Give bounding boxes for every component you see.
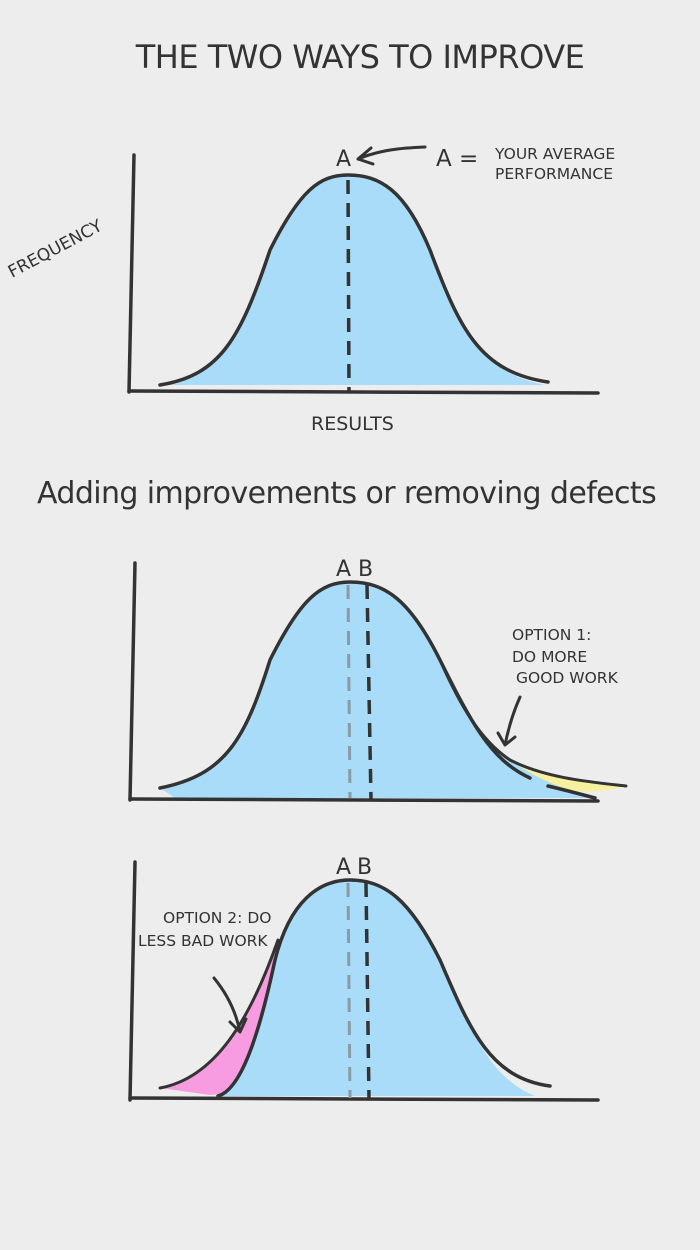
x-axis-label: RESULTS [311, 413, 394, 435]
option1-note-line-1: OPTION 1: [512, 626, 591, 644]
y-axis [127, 153, 136, 394]
y-axis-label: FREQUENCY [5, 216, 106, 283]
y-axis [128, 860, 137, 1102]
x-axis [127, 389, 600, 395]
option2-bell-curve-diagram: A B OPTION 2: DO LESS BAD WORK [128, 855, 600, 1102]
bell-curve-outline [158, 580, 532, 790]
top-bell-curve-diagram: A A = YOUR AVERAGE PERFORMANCE FREQUENCY… [5, 145, 615, 435]
bell-curve-fill [160, 582, 595, 798]
arrow-to-a-icon [356, 145, 427, 166]
option1-note-line-2: DO MORE [512, 648, 587, 666]
marker-a: A [336, 557, 351, 582]
bell-curve-fill [160, 175, 545, 385]
legend-line-2: PERFORMANCE [495, 165, 613, 183]
mean-dashed-line-a [346, 882, 352, 1099]
x-axis [128, 797, 600, 803]
mean-dashed-line-b [364, 882, 371, 1101]
y-axis [128, 561, 137, 802]
marker-b: B [358, 557, 373, 582]
tail-outline [546, 784, 597, 800]
mean-dashed-line-b [365, 584, 373, 801]
arrow-to-defect-area-icon [212, 976, 248, 1034]
arrow-to-improvement-icon [496, 695, 522, 747]
bell-curve-fill [215, 880, 535, 1096]
legend-a-equals: A = [436, 146, 478, 172]
option1-note-line-3: GOOD WORK [516, 669, 619, 687]
bell-curve-outline [158, 173, 550, 387]
option1-bell-curve-diagram: A B OPTION 1: DO MORE GOOD WORK [128, 557, 628, 803]
bell-curve-outline [216, 878, 552, 1098]
legend-line-1: YOUR AVERAGE [494, 145, 615, 163]
marker-a: A [336, 855, 351, 880]
option2-note-line-2: LESS BAD WORK [138, 932, 268, 950]
page-title: THE TWO WAYS TO IMPROVE [135, 38, 585, 76]
marker-a: A [336, 147, 351, 172]
section-subtitle: Adding improvements or removing defects [37, 476, 657, 511]
option2-note-line-1: OPTION 2: DO [163, 909, 271, 927]
marker-b: B [357, 855, 372, 880]
mean-dashed-line-a [346, 179, 351, 393]
mean-dashed-line-a [346, 584, 352, 799]
old-curve-outline [158, 938, 280, 1090]
x-axis [128, 1096, 600, 1102]
